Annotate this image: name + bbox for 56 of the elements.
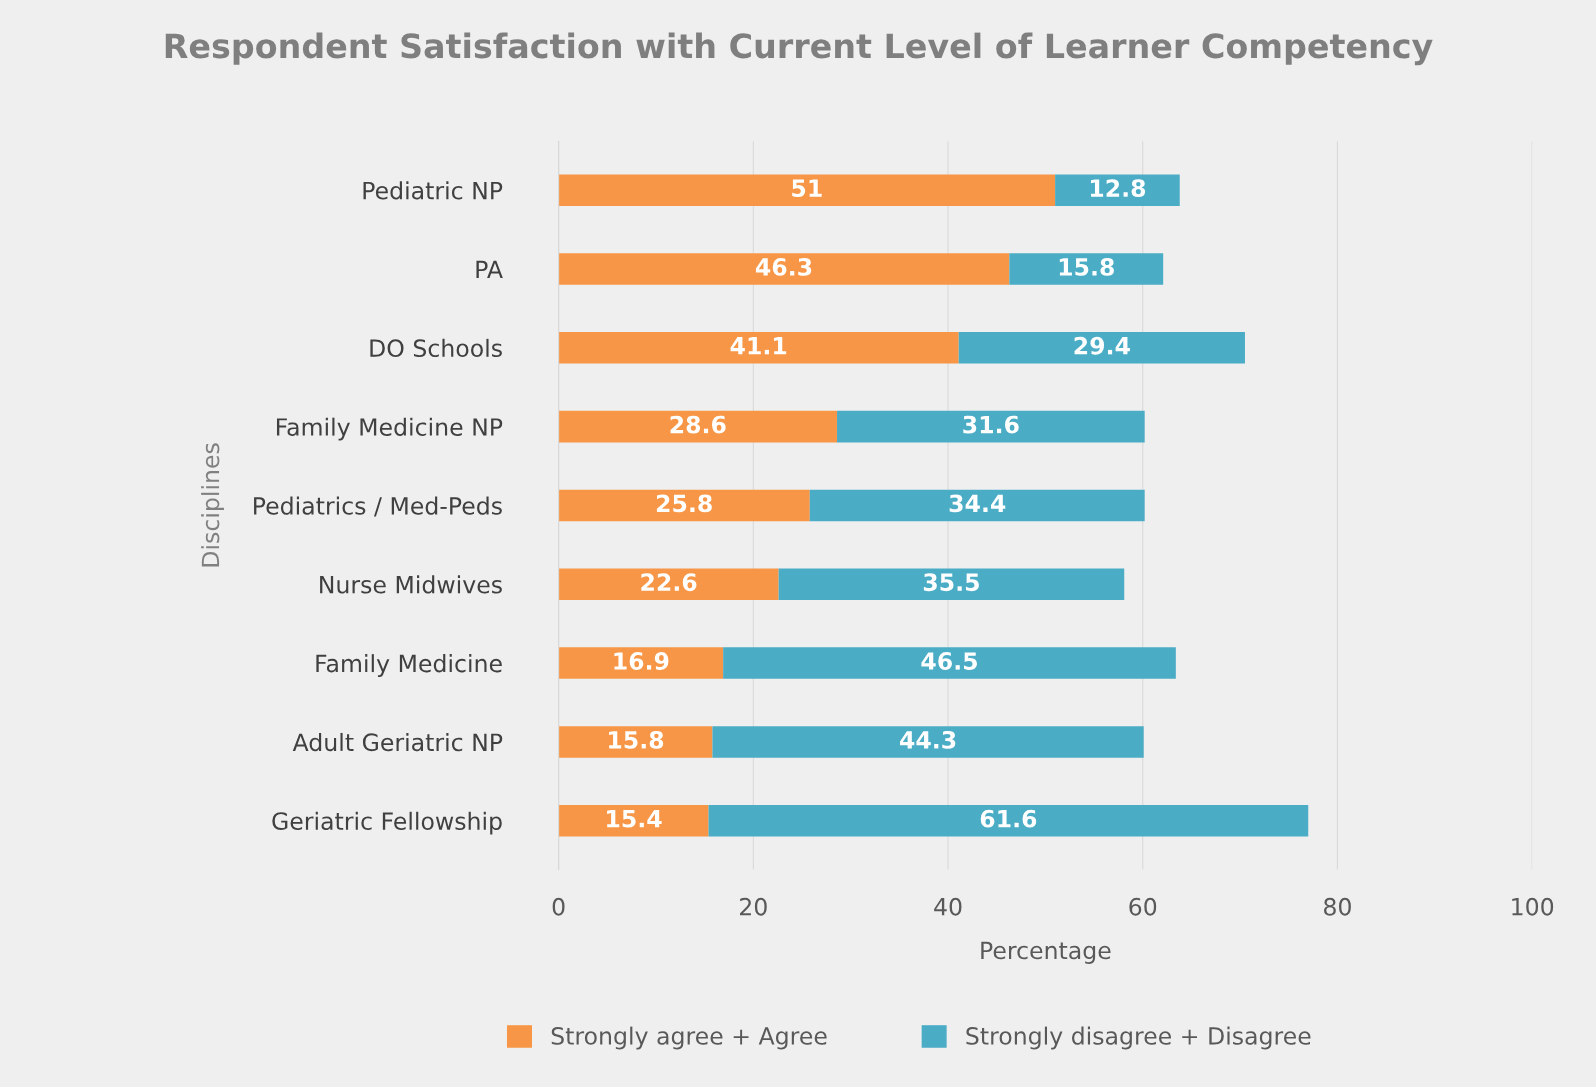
y-axis-title: Disciplines <box>201 443 224 567</box>
y-tick-label: Geriatric Fellowship <box>272 811 502 835</box>
y-tick-label: Nurse Midwives <box>320 575 502 594</box>
y-tick-label: DO Schools <box>370 338 502 358</box>
bar <box>809 489 1145 522</box>
bar <box>558 647 724 679</box>
bar <box>558 489 810 522</box>
data-label: 35.5 <box>923 573 979 592</box>
data-label: 41.1 <box>730 337 787 355</box>
data-label: 29.4 <box>1074 336 1130 355</box>
bar <box>558 174 1056 206</box>
data-label: 61.6 <box>980 809 1037 828</box>
bar <box>558 332 959 364</box>
data-label: 46.3 <box>755 257 812 276</box>
x-tick-label: 100 <box>1512 897 1554 916</box>
chart-title: Respondent Satisfaction with Current Level of Learner Competency <box>165 32 1433 66</box>
bar <box>958 332 1245 364</box>
y-tick-label: Pediatric NP <box>363 181 503 200</box>
data-label: 51 <box>792 179 822 198</box>
x-tick-label: 80 <box>1324 897 1351 916</box>
data-label: 12.8 <box>1090 179 1146 198</box>
bar <box>1055 174 1180 206</box>
data-label: 44.3 <box>900 730 956 749</box>
bar <box>708 804 1309 837</box>
y-tick-label: Adult Geriatric NP <box>292 732 503 752</box>
bar <box>1009 253 1164 285</box>
bar <box>778 568 1125 601</box>
bar <box>558 253 1010 285</box>
bar <box>558 804 709 837</box>
x-tick-label: 20 <box>740 897 767 916</box>
data-label: 16.9 <box>614 652 669 670</box>
y-tick-label: PA <box>476 260 503 278</box>
data-label: 15.8 <box>1059 257 1114 276</box>
data-label: 15.4 <box>607 810 662 828</box>
legend-label: Strongly agree + Agree <box>551 1026 827 1050</box>
data-label: 28.6 <box>670 415 726 434</box>
y-tick-label: Pediatrics / Med-Peds <box>254 496 502 517</box>
legend-label: Strongly disagree + Disagree <box>966 1026 1311 1050</box>
x-tick-label: 40 <box>934 897 962 916</box>
x-tick-label: 60 <box>1129 897 1157 916</box>
bar <box>558 568 779 601</box>
data-label: 46.5 <box>921 652 977 670</box>
data-label: 31.6 <box>963 415 1019 434</box>
bar <box>837 410 1145 443</box>
data-label: 22.6 <box>641 573 697 592</box>
x-axis-title: Percentage <box>981 941 1111 964</box>
bar <box>558 726 713 758</box>
bar <box>558 410 838 443</box>
y-tick-label: Family Medicine <box>316 654 502 677</box>
y-tick-label: Family Medicine NP <box>276 417 503 441</box>
data-label: 34.4 <box>949 494 1006 513</box>
x-tick-label: 0 <box>552 897 565 916</box>
bar <box>712 726 1144 758</box>
bar <box>723 647 1176 679</box>
data-label: 15.8 <box>609 730 664 749</box>
data-label: 25.8 <box>656 494 712 513</box>
